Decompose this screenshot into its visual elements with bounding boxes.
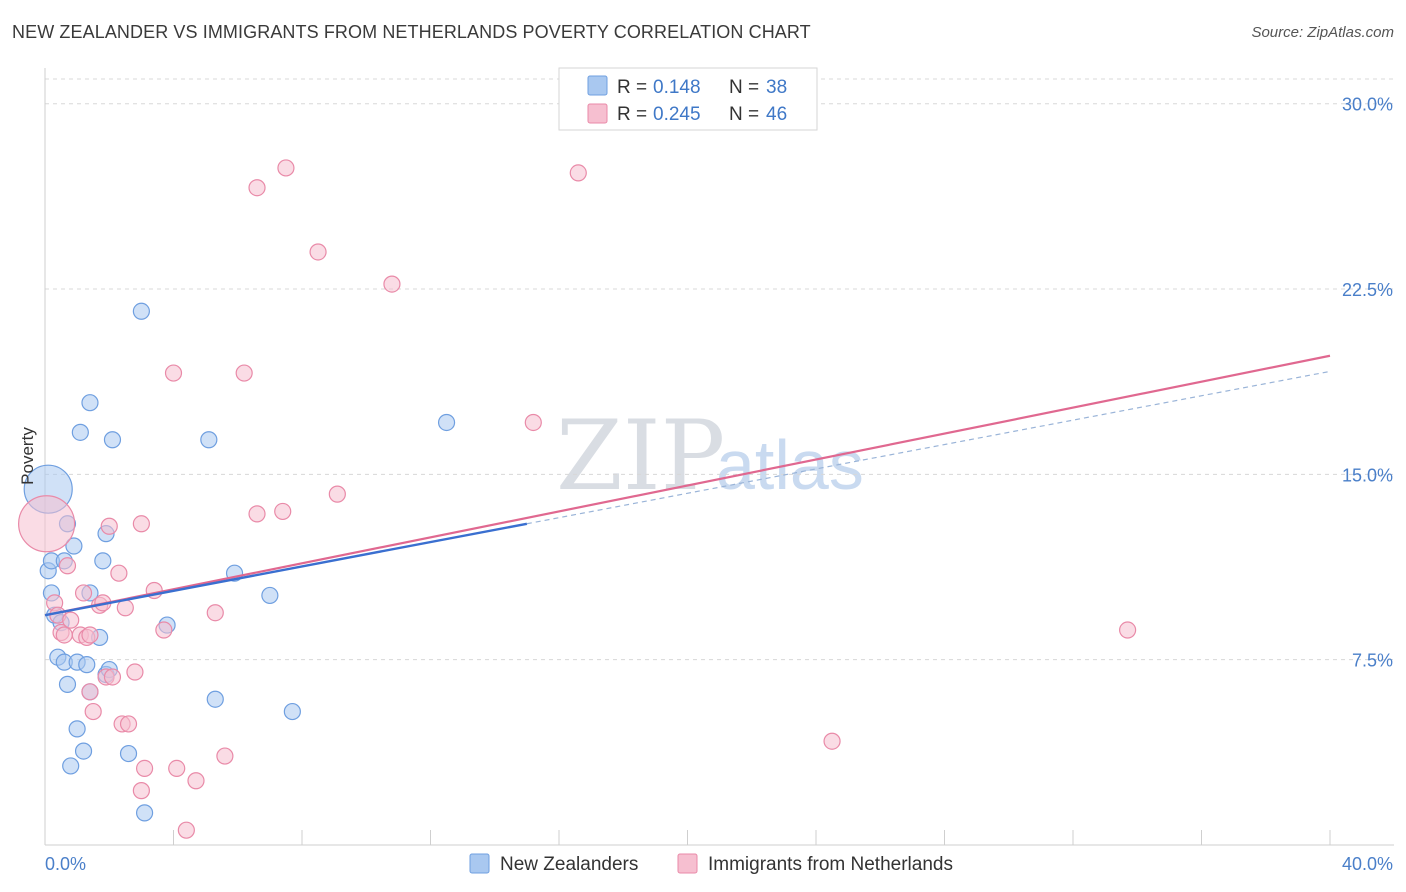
source-credit: Source: ZipAtlas.com (1251, 24, 1394, 41)
nl-point-41 (383, 275, 401, 293)
legend-r-label-pink: R = (617, 104, 647, 125)
nl-point-25 (132, 515, 150, 533)
legend-n-value-blue: 38 (766, 77, 787, 98)
nl-point-32 (206, 604, 224, 622)
nl-point-45 (1119, 621, 1137, 639)
nl-point-29 (168, 759, 186, 778)
legend-swatch-pink (587, 103, 608, 124)
nz-point-32 (206, 690, 224, 708)
x-tick-label-0: 0.0% (45, 854, 86, 874)
legend-n-value-pink: 46 (766, 104, 787, 125)
nl-point-12 (84, 702, 102, 721)
nz-point-12 (65, 537, 83, 555)
bottom-legend-label-pink: Immigrants from Netherlands (708, 854, 953, 875)
nl-point-24 (135, 759, 154, 778)
nz-point-31 (200, 431, 218, 449)
chart-title: NEW ZEALANDER VS IMMIGRANTS FROM NETHERL… (12, 22, 811, 42)
legend-r-value-blue: 0.148 (653, 77, 701, 98)
nl-point-23 (132, 782, 150, 800)
nz-point-27 (119, 744, 138, 763)
legend-n-label-pink: N = (729, 104, 759, 125)
nl-point-17 (103, 668, 122, 686)
nz-point-19 (81, 394, 99, 412)
nz-point-22 (94, 552, 112, 570)
series-immigrants-netherlands (18, 159, 1137, 839)
axes (44, 68, 1394, 846)
nz-point-17 (78, 656, 96, 674)
nl-point-37 (274, 502, 292, 521)
y-tick-label-1: 15.0% (1342, 465, 1393, 485)
bottom-legend-swatch-pink (677, 853, 698, 874)
legend-r-value-pink: 0.245 (653, 104, 701, 125)
nl-point-31 (187, 772, 205, 790)
nl-point-34 (248, 505, 266, 523)
nl-point-18 (110, 564, 128, 582)
trend-blue (44, 522, 528, 617)
nl-point-43 (569, 164, 587, 182)
nl-point-28 (164, 364, 183, 382)
nz-point-28 (132, 302, 150, 320)
nl-point-33 (216, 747, 234, 765)
trend-blue-extension (526, 370, 1331, 525)
nl-point-0 (18, 495, 76, 553)
nl-point-40 (328, 485, 346, 503)
nz-point-10 (58, 675, 77, 693)
nl-point-27 (155, 621, 173, 639)
nz-point-13 (68, 720, 86, 738)
nz-point-34 (261, 586, 279, 605)
nz-point-29 (135, 804, 154, 822)
watermark-zip: ZIP (556, 400, 725, 512)
y-tick-label-3: 30.0% (1342, 95, 1393, 115)
legend-swatch-blue (587, 75, 608, 96)
trend-lines (44, 354, 1331, 617)
y-tick-label-0: 7.5% (1352, 651, 1393, 671)
bottom-legend-swatch-blue (469, 853, 490, 874)
nl-point-6 (62, 611, 80, 629)
trend-pink (44, 354, 1331, 617)
nl-point-36 (235, 364, 253, 382)
nz-point-11 (62, 757, 80, 775)
nl-point-42 (524, 413, 542, 432)
bottom-legend-label-blue: New Zealanders (500, 854, 638, 875)
stats-legend: R = 0.148 N = 38 R = 0.245 N = 46 (558, 67, 818, 131)
nl-point-30 (177, 821, 195, 839)
nl-point-10 (81, 626, 99, 644)
nl-point-16 (100, 517, 118, 535)
nz-point-16 (74, 742, 93, 760)
legend-n-label-blue: N = (729, 77, 759, 98)
y-axis-title: Poverty (18, 427, 37, 485)
nl-point-8 (74, 584, 93, 602)
y-tick-label-2: 22.5% (1342, 280, 1393, 300)
nl-point-35 (248, 179, 266, 197)
nl-point-44 (823, 732, 841, 750)
nl-point-4 (55, 626, 73, 644)
nl-point-22 (126, 663, 144, 681)
series-new-zealanders (23, 302, 456, 822)
nl-point-11 (81, 683, 99, 701)
nz-point-36 (437, 413, 456, 432)
nz-point-14 (71, 423, 89, 441)
nz-point-26 (103, 431, 122, 449)
tick-labels: 7.5% 15.0% 22.5% 30.0% 0.0% 40.0% (45, 95, 1393, 874)
nl-point-39 (309, 243, 327, 261)
nl-point-21 (119, 715, 138, 733)
nz-point-35 (283, 702, 301, 721)
series-legend: New Zealanders Immigrants from Netherlan… (469, 853, 953, 875)
legend-r-label-blue: R = (617, 77, 647, 98)
nl-point-38 (277, 159, 295, 177)
nl-point-5 (58, 557, 77, 575)
x-tick-label-1: 40.0% (1342, 854, 1393, 874)
